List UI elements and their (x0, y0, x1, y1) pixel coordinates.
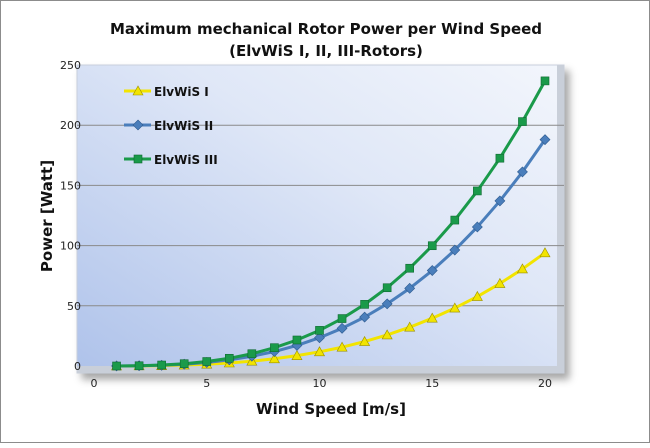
data-point (382, 283, 392, 293)
data-point (292, 335, 302, 345)
legend-marker (132, 85, 144, 96)
data-point (381, 298, 393, 310)
data-point (291, 350, 303, 360)
legend-label: ElvWiS III (154, 153, 218, 167)
series-elvwis-iii (112, 76, 550, 371)
data-point (471, 290, 483, 301)
data-point (426, 265, 438, 276)
data-point (449, 302, 461, 313)
x-tick-label: 10 (313, 377, 327, 390)
x-tick-label: 20 (538, 377, 552, 390)
legend-item: ElvWiS I (124, 85, 209, 99)
data-point (405, 263, 415, 273)
data-point (494, 195, 506, 207)
data-point (336, 341, 348, 352)
legend-item: ElvWiS III (124, 153, 218, 167)
data-point (471, 221, 483, 233)
legend-marker (132, 119, 144, 131)
chart-title: Maximum mechanical Rotor Power per Wind … (110, 20, 542, 38)
data-point (495, 153, 505, 163)
data-point (404, 282, 416, 294)
data-point (540, 76, 550, 86)
x-tick-label: 0 (91, 377, 98, 390)
y-tick-label: 200 (60, 119, 81, 132)
data-point (359, 335, 371, 346)
data-point (202, 357, 212, 366)
data-point (517, 166, 528, 178)
data-point (450, 215, 460, 225)
data-point (359, 311, 371, 323)
data-point (360, 300, 369, 309)
data-point (314, 332, 325, 344)
y-tick-label: 150 (60, 179, 81, 192)
x-tick-label: 5 (203, 377, 210, 390)
data-point (539, 134, 551, 146)
y-axis-label: Power [Watt] (38, 160, 56, 272)
y-tick-label: 250 (60, 59, 81, 72)
chart-subtitle: (ElvWiS I, II, III-Rotors) (229, 42, 423, 60)
data-point (473, 186, 482, 196)
plot-bevel-bottom (77, 366, 564, 373)
y-tick-label: 100 (60, 240, 81, 253)
legend-marker (133, 154, 143, 164)
legend-label: ElvWiS II (154, 119, 213, 133)
x-axis-label: Wind Speed [m/s] (256, 400, 406, 418)
data-point (516, 263, 528, 274)
data-point (494, 277, 506, 288)
data-point (315, 326, 324, 335)
y-tick-label: 50 (67, 300, 81, 313)
data-point (313, 346, 326, 357)
data-point (134, 361, 144, 371)
legend-item: ElvWiS II (124, 119, 213, 133)
legend-label: ElvWiS I (154, 85, 209, 99)
data-point (427, 241, 437, 251)
data-point (270, 343, 279, 352)
data-point (157, 360, 166, 370)
y-tick-label: 0 (74, 360, 81, 373)
data-point (225, 353, 234, 363)
data-point (539, 247, 551, 258)
data-point (426, 312, 438, 323)
data-point (179, 359, 189, 369)
plot-bevel-right (557, 65, 564, 373)
data-point (337, 314, 347, 323)
data-point (449, 244, 461, 256)
data-point (247, 349, 257, 359)
data-point (518, 117, 527, 126)
data-point (112, 361, 121, 371)
data-point (404, 321, 416, 332)
data-point (381, 329, 393, 340)
data-point (336, 322, 348, 334)
data-point (268, 353, 280, 364)
x-tick-label: 15 (425, 377, 439, 390)
